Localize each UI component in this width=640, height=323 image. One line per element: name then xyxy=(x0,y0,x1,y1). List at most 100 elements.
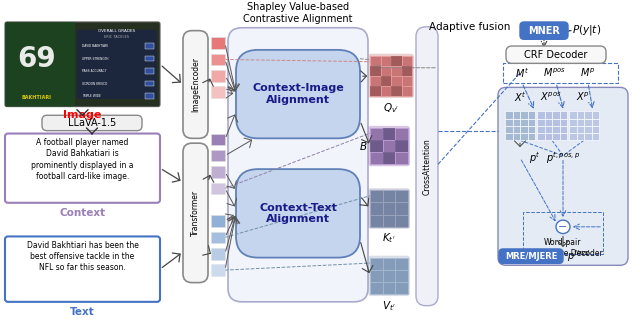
Text: $M^{pos}$: $M^{pos}$ xyxy=(543,66,566,78)
Bar xyxy=(577,133,584,140)
Text: $M^t$: $M^t$ xyxy=(515,66,529,80)
Bar xyxy=(383,258,396,270)
Text: $M^p$: $M^p$ xyxy=(580,66,596,78)
Bar xyxy=(211,166,225,178)
Text: PASS ACCURACY: PASS ACCURACY xyxy=(82,69,106,73)
Bar xyxy=(396,140,408,152)
Text: $X^t$: $X^t$ xyxy=(514,90,526,104)
Bar xyxy=(396,128,408,140)
Text: $V_{t'}$: $V_{t'}$ xyxy=(382,299,396,313)
Bar xyxy=(401,76,412,86)
Bar xyxy=(537,133,545,140)
Text: $p^{final}$: $p^{final}$ xyxy=(567,248,590,264)
FancyBboxPatch shape xyxy=(5,133,160,203)
Bar xyxy=(401,86,412,96)
Bar xyxy=(383,215,396,227)
Bar xyxy=(370,140,383,152)
Text: $P(y|t)$: $P(y|t)$ xyxy=(572,23,601,37)
Bar xyxy=(584,119,591,126)
Bar xyxy=(383,203,396,215)
Bar xyxy=(370,258,383,270)
Bar xyxy=(381,76,391,86)
Text: $p^{t,pos,p}$: $p^{t,pos,p}$ xyxy=(546,150,580,166)
Bar xyxy=(145,43,154,49)
Text: Word-pair
Contrastive Decoder: Word-pair Contrastive Decoder xyxy=(524,238,602,258)
Text: MRE/MJERE: MRE/MJERE xyxy=(505,252,557,261)
FancyBboxPatch shape xyxy=(506,46,606,63)
Bar xyxy=(513,133,520,140)
Text: David Bakhtiari has been the
best offensive tackle in the
NFL so far this season: David Bakhtiari has been the best offens… xyxy=(27,241,138,273)
Bar xyxy=(520,133,527,140)
Bar xyxy=(401,66,412,76)
Text: ERIC TACKLES: ERIC TACKLES xyxy=(104,35,129,39)
Bar xyxy=(391,86,401,96)
FancyBboxPatch shape xyxy=(183,143,208,283)
FancyBboxPatch shape xyxy=(183,31,208,138)
Bar xyxy=(584,126,591,133)
Bar xyxy=(569,119,577,126)
Text: Shapley Value-based
Contrastive Alignment: Shapley Value-based Contrastive Alignmen… xyxy=(243,2,353,24)
Bar xyxy=(370,152,383,164)
Circle shape xyxy=(556,220,570,234)
Bar xyxy=(383,128,396,140)
Text: ImageEncoder: ImageEncoder xyxy=(191,57,200,112)
Text: Text: Text xyxy=(70,307,95,317)
FancyBboxPatch shape xyxy=(520,22,568,39)
FancyBboxPatch shape xyxy=(416,27,438,306)
Bar xyxy=(391,66,401,76)
Bar xyxy=(537,126,545,133)
Bar xyxy=(584,111,591,119)
Bar xyxy=(370,190,383,203)
Bar xyxy=(383,282,396,294)
FancyBboxPatch shape xyxy=(5,22,75,107)
Bar xyxy=(391,76,401,86)
Bar xyxy=(383,270,396,282)
Bar xyxy=(527,111,535,119)
Bar xyxy=(211,87,225,98)
Bar xyxy=(145,68,154,74)
Bar xyxy=(211,150,225,162)
FancyBboxPatch shape xyxy=(236,50,360,138)
Bar xyxy=(513,126,520,133)
Bar xyxy=(383,152,396,164)
Bar xyxy=(401,66,412,76)
Bar xyxy=(559,119,567,126)
Bar xyxy=(370,56,381,66)
FancyBboxPatch shape xyxy=(499,249,563,263)
Bar xyxy=(513,119,520,126)
Bar xyxy=(545,119,552,126)
Bar xyxy=(145,93,154,99)
Bar xyxy=(396,215,408,227)
Text: GORDON KRISCO: GORDON KRISCO xyxy=(82,81,108,86)
Bar xyxy=(370,76,381,86)
Bar xyxy=(383,190,396,203)
Bar xyxy=(383,128,396,140)
Bar xyxy=(370,215,383,227)
Text: Adaptive fusion: Adaptive fusion xyxy=(429,22,511,32)
Bar xyxy=(591,133,599,140)
Text: A football player named
David Bahkatiari is
prominently displayed in a
football : A football player named David Bahkatiari… xyxy=(31,138,134,181)
Bar xyxy=(577,126,584,133)
Bar xyxy=(396,258,408,270)
Bar xyxy=(370,270,383,282)
FancyBboxPatch shape xyxy=(368,188,410,229)
Bar xyxy=(211,215,225,227)
Bar xyxy=(513,111,520,119)
Text: Transformer: Transformer xyxy=(191,190,200,236)
Bar xyxy=(505,126,513,133)
FancyBboxPatch shape xyxy=(228,28,368,302)
Text: $p^t$: $p^t$ xyxy=(529,150,541,166)
Bar xyxy=(577,119,584,126)
Bar xyxy=(537,111,545,119)
Text: MNER: MNER xyxy=(528,26,560,36)
Bar xyxy=(569,111,577,119)
FancyBboxPatch shape xyxy=(77,30,157,99)
FancyBboxPatch shape xyxy=(368,54,414,98)
FancyBboxPatch shape xyxy=(498,88,628,265)
FancyBboxPatch shape xyxy=(236,169,360,258)
Bar xyxy=(527,133,535,140)
Bar xyxy=(145,56,154,61)
Bar xyxy=(552,119,559,126)
Bar xyxy=(559,126,567,133)
Bar xyxy=(552,111,559,119)
